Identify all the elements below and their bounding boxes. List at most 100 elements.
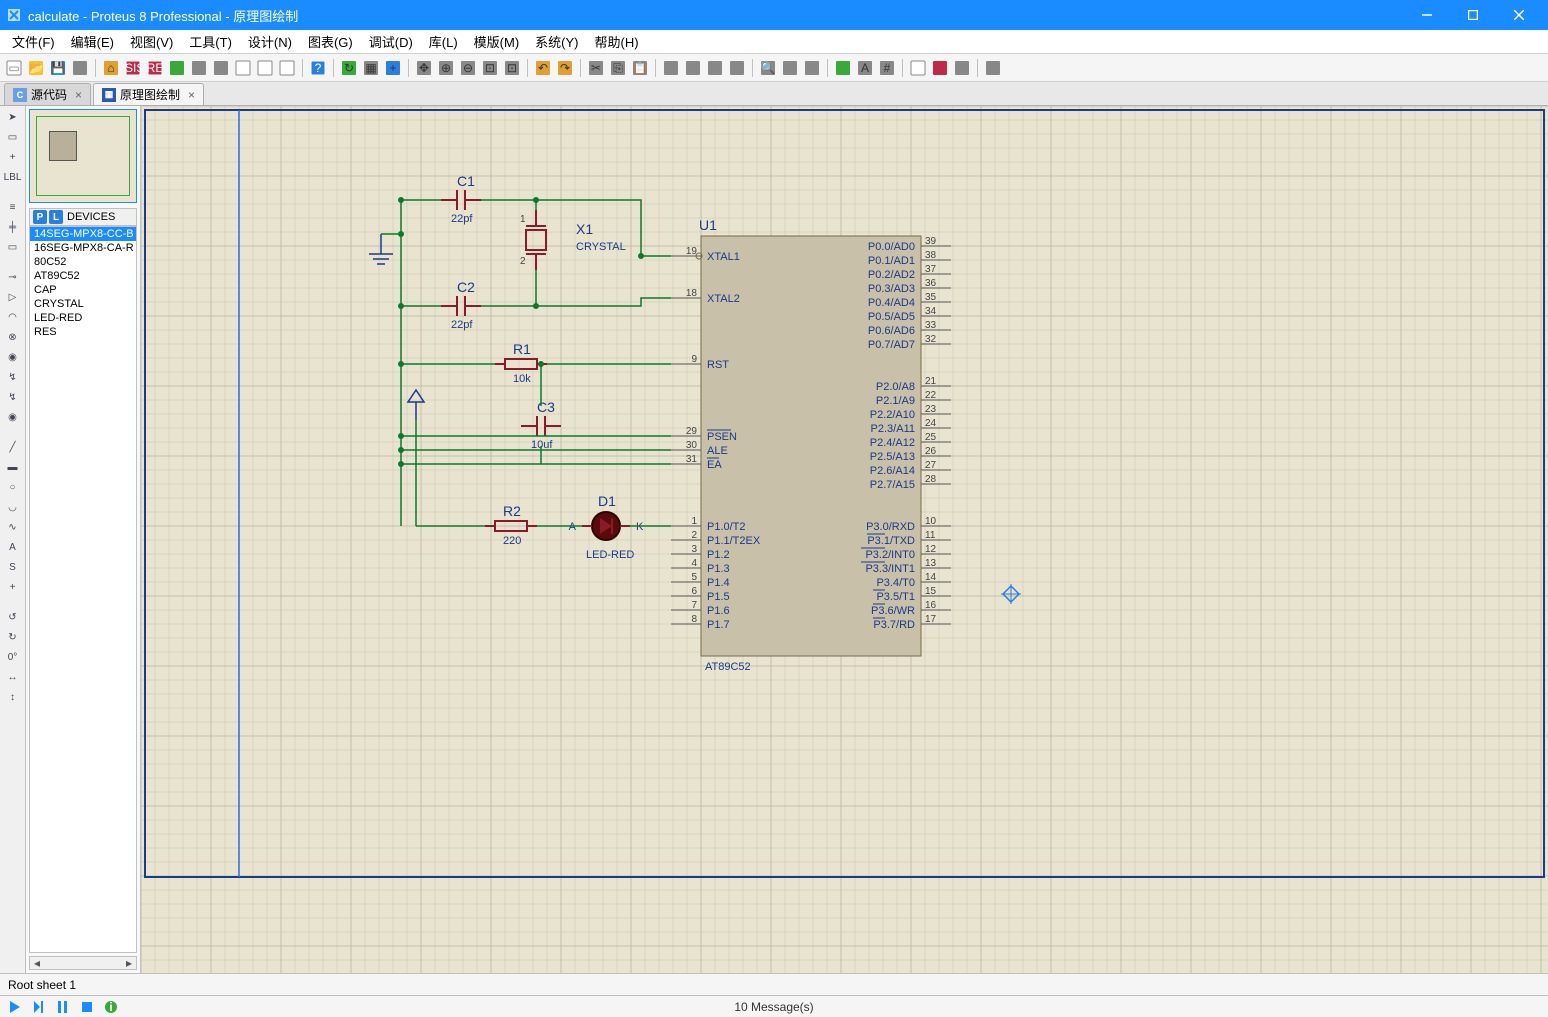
save-all-icon[interactable] (70, 58, 90, 78)
block-rotate-icon[interactable] (705, 58, 725, 78)
probe-i-icon[interactable]: ↯ (2, 388, 24, 406)
menu-item[interactable]: 帮助(H) (587, 29, 647, 54)
paste-icon[interactable]: 📋 (630, 58, 650, 78)
line-icon[interactable]: ╱ (2, 438, 24, 456)
device-list-item[interactable]: 16SEG-MPX8-CA-R (30, 241, 136, 255)
erc-icon[interactable] (983, 58, 1003, 78)
p-icon[interactable]: P (33, 210, 47, 224)
pan-icon[interactable]: ✥ (414, 58, 434, 78)
menu-item[interactable]: 工具(T) (181, 29, 240, 54)
scroll-right-icon[interactable]: ▸ (122, 957, 136, 969)
menu-item[interactable]: 调试(D) (361, 29, 421, 54)
3d-icon[interactable] (167, 58, 187, 78)
origin-icon[interactable]: + (383, 58, 403, 78)
tab[interactable]: C源代码× (4, 83, 91, 105)
isis-icon[interactable]: ISIS (123, 58, 143, 78)
arc-icon[interactable]: ◡ (2, 498, 24, 516)
block-move-icon[interactable] (683, 58, 703, 78)
device-list-item[interactable]: AT89C52 (30, 269, 136, 283)
tab[interactable]: ▦原理图绘制× (93, 83, 204, 105)
device-list-item[interactable]: LED-RED (30, 311, 136, 325)
new-file-icon[interactable]: ▭ (4, 58, 24, 78)
probe-v-icon[interactable]: ↯ (2, 368, 24, 386)
menu-item[interactable]: 图表(G) (300, 29, 361, 54)
replace-icon[interactable] (780, 58, 800, 78)
instrument-icon[interactable]: ◉ (2, 408, 24, 426)
menu-item[interactable]: 文件(F) (4, 29, 63, 54)
terminal-icon[interactable]: ⊸ (2, 268, 24, 286)
device-list-item[interactable]: CAP (30, 283, 136, 297)
home-icon[interactable]: ⌂ (101, 58, 121, 78)
generator-icon[interactable]: ◉ (2, 348, 24, 366)
zoom-in-icon[interactable]: ⊕ (436, 58, 456, 78)
play-button[interactable] (8, 1000, 22, 1014)
copy-icon[interactable]: ⎘ (608, 58, 628, 78)
aa-icon[interactable]: A (855, 58, 875, 78)
tab-close-icon[interactable]: × (188, 88, 195, 102)
ares-icon[interactable]: ARES (145, 58, 165, 78)
scroll-left-icon[interactable]: ◂ (30, 957, 44, 969)
schematic-canvas[interactable]: U1AT89C5219XTAL118XTAL29RST29PSEN30ALE31… (141, 106, 1548, 973)
circle-icon[interactable]: ○ (2, 478, 24, 496)
zoom-fit-icon[interactable]: ⊡ (480, 58, 500, 78)
open-file-icon[interactable]: 📂 (26, 58, 46, 78)
del-sheet-icon[interactable] (930, 58, 950, 78)
symbol-icon[interactable]: S (2, 558, 24, 576)
doc1-icon[interactable] (233, 58, 253, 78)
grid-icon[interactable]: ▦ (361, 58, 381, 78)
overview-panel[interactable] (29, 109, 137, 203)
refresh-icon[interactable]: ↻ (339, 58, 359, 78)
device-list-item[interactable]: RES (30, 325, 136, 339)
step-button[interactable] (32, 1000, 46, 1014)
rot-ccw-icon[interactable]: ↺ (2, 608, 24, 626)
text-icon[interactable]: A (2, 538, 24, 556)
text-script-icon[interactable]: ≡ (2, 198, 24, 216)
cut-icon[interactable]: ✂ (586, 58, 606, 78)
device-pin-icon[interactable]: ▷ (2, 288, 24, 306)
menu-item[interactable]: 设计(N) (240, 29, 300, 54)
info-button[interactable]: i (104, 1000, 118, 1014)
device-list[interactable]: 14SEG-MPX8-CC-B16SEG-MPX8-CA-R80C52AT89C… (29, 226, 137, 953)
exit-icon[interactable] (952, 58, 972, 78)
doc2-icon[interactable] (255, 58, 275, 78)
device-list-item[interactable]: 80C52 (30, 255, 136, 269)
maximize-button[interactable] (1450, 0, 1496, 30)
pointer-icon[interactable]: ➤ (2, 108, 24, 126)
close-button[interactable] (1496, 0, 1542, 30)
path-icon[interactable]: ∿ (2, 518, 24, 536)
tape-icon[interactable]: ⊗ (2, 328, 24, 346)
menu-item[interactable]: 库(L) (421, 29, 466, 54)
props-icon[interactable] (802, 58, 822, 78)
flip-h-icon[interactable]: ↔ (2, 668, 24, 686)
l-icon[interactable]: L (49, 210, 63, 224)
rot-cw-icon[interactable]: ↻ (2, 628, 24, 646)
gerber-icon[interactable] (189, 58, 209, 78)
graph-icon[interactable]: ◠ (2, 308, 24, 326)
help-icon[interactable]: ? (308, 58, 328, 78)
num-icon[interactable]: # (877, 58, 897, 78)
marker-icon[interactable]: + (2, 578, 24, 596)
tab-close-icon[interactable]: × (75, 88, 82, 102)
pkg-icon[interactable] (833, 58, 853, 78)
device-list-hscroll[interactable]: ◂ ▸ (29, 956, 137, 970)
box-icon[interactable]: ▬ (2, 458, 24, 476)
block-copy-icon[interactable] (661, 58, 681, 78)
save-icon[interactable]: 💾 (48, 58, 68, 78)
flip-v-icon[interactable]: ↕ (2, 688, 24, 706)
subcircuit-icon[interactable]: ▭ (2, 238, 24, 256)
menu-item[interactable]: 视图(V) (122, 29, 181, 54)
menu-item[interactable]: 模版(M) (466, 29, 528, 54)
redo-icon[interactable]: ↷ (555, 58, 575, 78)
bom-icon[interactable] (211, 58, 231, 78)
block-delete-icon[interactable] (727, 58, 747, 78)
pause-button[interactable] (56, 1000, 70, 1014)
zoom-area-icon[interactable]: ⊡ (502, 58, 522, 78)
device-list-item[interactable]: 14SEG-MPX8-CC-B (30, 227, 136, 241)
message-count[interactable]: 10 Message(s) (734, 1000, 813, 1014)
new-sheet-icon[interactable] (908, 58, 928, 78)
doc3-icon[interactable] (277, 58, 297, 78)
bus-icon[interactable]: ╪ (2, 218, 24, 236)
label-icon[interactable]: LBL (2, 168, 24, 186)
undo-icon[interactable]: ↶ (533, 58, 553, 78)
stop-button[interactable] (80, 1000, 94, 1014)
